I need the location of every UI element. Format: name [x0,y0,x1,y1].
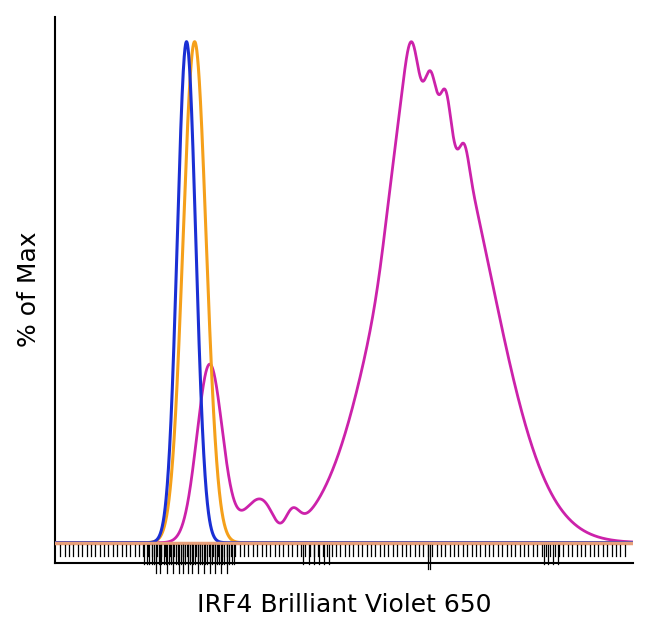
X-axis label: IRF4 Brilliant Violet 650: IRF4 Brilliant Violet 650 [197,593,491,618]
Y-axis label: % of Max: % of Max [17,232,41,347]
